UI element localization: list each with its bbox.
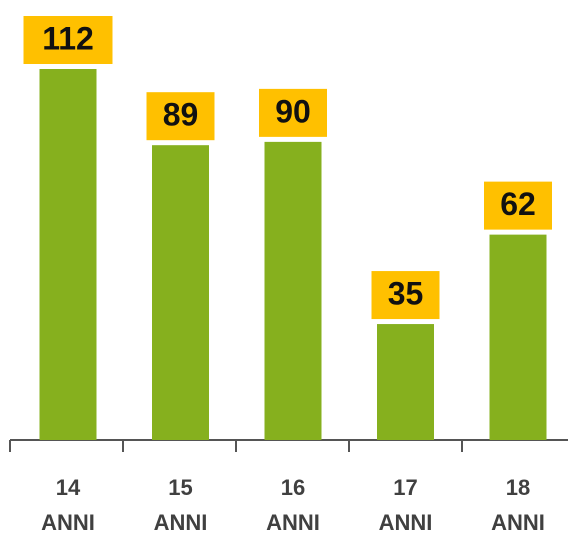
value-label-box <box>23 16 113 64</box>
x-tick-label: 14 ANNI <box>41 475 95 535</box>
bar <box>489 234 547 440</box>
value-label-box <box>371 271 440 320</box>
x-tick-label: 16 ANNI <box>266 475 320 535</box>
value-label: 62 <box>500 186 536 222</box>
bar <box>264 141 322 440</box>
value-label-box <box>259 88 327 137</box>
bar <box>377 324 434 440</box>
value-label: 112 <box>42 20 94 56</box>
value-label: 90 <box>275 93 311 129</box>
bar <box>152 145 209 440</box>
value-label-box <box>484 181 552 230</box>
x-tick-label: 17 ANNI <box>378 475 433 535</box>
value-label-box <box>146 92 215 141</box>
x-tick-label: 18 ANNI <box>491 475 545 535</box>
x-tick-label: 15 ANNI <box>153 475 208 535</box>
value-label: 35 <box>388 276 424 312</box>
value-label: 89 <box>163 97 199 133</box>
bar <box>39 69 97 440</box>
